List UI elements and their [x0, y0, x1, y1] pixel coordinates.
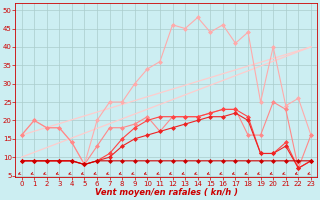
- X-axis label: Vent moyen/en rafales ( kn/h ): Vent moyen/en rafales ( kn/h ): [95, 188, 238, 197]
